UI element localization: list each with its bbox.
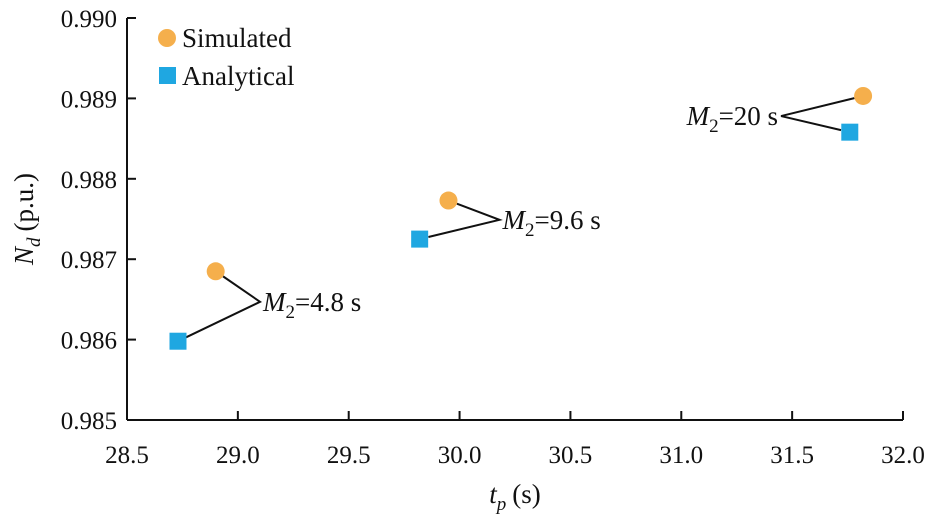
legend-analytical-label: Analytical <box>182 61 294 91</box>
y-tick-label: 0.988 <box>61 167 117 194</box>
x-tick-label: 29.5 <box>327 442 371 469</box>
x-axis-ticks: 28.5 29.0 29.5 30.0 30.5 31.0 31.5 32.0 <box>105 411 925 469</box>
y-tick-label: 0.990 <box>61 6 117 33</box>
simulated-point <box>439 191 458 210</box>
x-tick-label: 31.5 <box>770 442 814 469</box>
annotation-label: M2=9.6 s <box>501 205 600 241</box>
analytical-point <box>411 230 429 248</box>
y-axis-title-unit: (p.u.) <box>9 173 39 231</box>
axes <box>126 18 903 421</box>
annotation-label: M2=20 s <box>686 101 778 137</box>
y-axis-ticks: 0.985 0.986 0.987 0.988 0.989 0.990 <box>61 6 136 435</box>
x-tick-label: 31.0 <box>659 442 703 469</box>
annotation-leaders <box>185 97 855 339</box>
x-axis-title: tp (s) <box>489 479 541 515</box>
legend: Simulated Analytical <box>158 23 294 91</box>
data-points <box>169 86 873 350</box>
x-axis-title-unit: (s) <box>512 479 541 509</box>
legend-simulated-label: Simulated <box>182 23 292 53</box>
y-tick-label: 0.989 <box>61 86 117 113</box>
x-tick-label: 28.5 <box>105 442 149 469</box>
y-tick-label: 0.987 <box>61 247 117 274</box>
x-tick-label: 29.0 <box>216 442 260 469</box>
y-tick-label: 0.985 <box>61 408 117 435</box>
legend-analytical-marker <box>159 67 176 84</box>
legend-simulated-marker <box>158 29 176 47</box>
simulated-point <box>206 262 225 281</box>
analytical-point <box>841 123 859 141</box>
x-axis-title-sub: p <box>495 494 507 515</box>
annotation-label: M2=4.8 s <box>262 287 361 323</box>
y-axis-title-text: Nd (p.u.) <box>9 173 45 266</box>
x-tick-label: 32.0 <box>881 442 925 469</box>
annotation-leader <box>780 97 855 132</box>
annotation-leader <box>185 275 263 339</box>
x-tick-label: 30.0 <box>438 442 482 469</box>
y-axis-title-var: N <box>9 245 39 266</box>
y-tick-label: 0.986 <box>61 328 117 355</box>
y-axis-title-sub: d <box>24 237 45 247</box>
annotations: M2=4.8 s M2=9.6 s M2=20 s <box>262 101 778 323</box>
simulated-point <box>854 86 873 105</box>
x-tick-label: 30.5 <box>549 442 593 469</box>
annotation-leader <box>428 202 503 238</box>
y-axis-title: Nd (p.u.) <box>9 173 45 266</box>
analytical-point <box>169 332 187 350</box>
x-axis-title-var: t <box>489 479 498 509</box>
